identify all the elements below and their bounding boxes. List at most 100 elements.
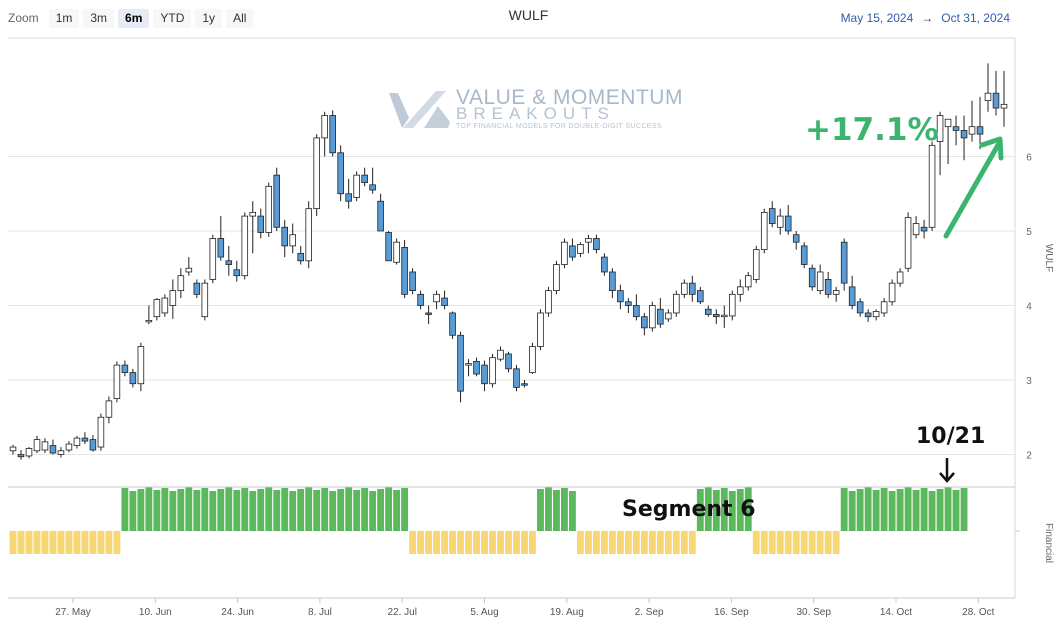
segment-bar [648,531,656,554]
segment-bar [688,531,696,554]
segment-bar [800,531,808,554]
candle-body [992,92,1000,109]
range-to[interactable]: Oct 31, 2024 [941,11,1010,25]
candle-body [273,174,281,228]
range-from[interactable]: May 15, 2024 [840,11,914,25]
segment-bar [768,531,776,554]
segment-bar [568,491,576,531]
candle-body [225,260,233,265]
candle-body [145,319,153,323]
segment-bar [776,531,784,554]
x-tick-label: 2. Sep [635,607,664,618]
segment-bar [481,531,488,554]
candle-body [832,290,840,295]
segment-bar [177,489,185,531]
segment-bar [25,531,33,554]
zoom-6m-button[interactable]: 6m [118,8,150,28]
segment-bar [664,531,672,554]
segment-bar [505,531,512,554]
candle-body [329,115,336,154]
candle-body [233,269,241,277]
segment-bar [57,531,65,554]
x-tick-label: 22. Jul [387,607,416,618]
x-tick-label: 24. Jun [221,607,254,618]
segment-bar [600,531,608,554]
candle-body [721,314,728,318]
candle-body [912,223,920,236]
x-tick-label: 27. May [55,607,91,618]
candle-body [81,437,89,442]
segment-bar [441,531,449,554]
candle-body [409,271,416,292]
segment-bar [329,491,337,531]
segment-bar [529,531,536,554]
segment-bar [848,491,856,531]
segment-bar [89,531,97,554]
segment-bar [952,490,960,531]
segment-label: Segment 6 [622,497,756,522]
candle-body [561,241,568,265]
candle-body [617,290,624,303]
candle-body [713,314,720,318]
candle-body [960,130,968,139]
candle-body [449,312,456,336]
segment-bar [561,488,568,531]
candle-body [800,245,808,265]
zoom-1m-button[interactable]: 1m [48,8,80,28]
segment-bar [592,531,600,554]
candle-body [856,301,864,314]
segment-bar [217,489,225,531]
candle-body [249,211,257,217]
candle-body [97,416,105,448]
segment-bar [816,531,824,554]
segment-bar [201,488,209,531]
segment-bar [137,489,145,531]
candle-body [784,215,792,232]
candle-body [577,244,584,254]
candle-body [896,271,904,284]
candle-body [433,293,440,303]
zoom-ytd-button[interactable]: YTD [153,8,192,28]
zoom-all-button[interactable]: All [226,8,254,28]
candles [9,63,1008,460]
candle-body [113,364,121,400]
segment-bar [537,489,544,531]
axes: 2 3 4 5 6 WULF Financial 27. May 10. Jun 24. Jun 8… [8,37,1054,618]
y-axis-title: WULF [1043,244,1054,272]
segment-bar [608,531,616,554]
segment-bar [545,487,552,531]
x-tick-label: 30. Sep [796,607,831,618]
y-tick-label: 6 [1026,153,1032,164]
candle-body [880,301,888,314]
segment-bar [105,531,113,554]
segment-bar [736,489,744,531]
candle-body [281,226,289,247]
segment-bar [696,489,704,531]
zoom-label: Zoom [8,11,39,25]
segment-bar [872,490,880,531]
segment-bar [712,490,720,531]
candle-body [457,334,464,392]
candle-body [936,115,944,143]
candle-body [920,226,928,232]
segment-bar [273,490,281,531]
candle-body [169,290,177,306]
segment-bar [744,487,752,531]
segment-bar [576,531,584,554]
segment-bar [640,531,648,554]
candle-body [385,232,392,262]
logo-mark-icon [389,91,450,128]
percent-gain-label: +17.1% [805,112,939,148]
segment-bar [752,531,760,554]
segment-bar [321,488,329,531]
zoom-1y-button[interactable]: 1y [195,8,223,28]
x-tick-label: 19. Aug [550,607,584,618]
segment-bar [489,531,496,554]
segment-bar [616,531,624,554]
candle-body [57,450,65,455]
candle-body [657,308,664,325]
zoom-3m-button[interactable]: 3m [83,8,115,28]
candle-body [744,275,752,288]
segment-bar [385,487,393,531]
candle-body [864,312,872,318]
